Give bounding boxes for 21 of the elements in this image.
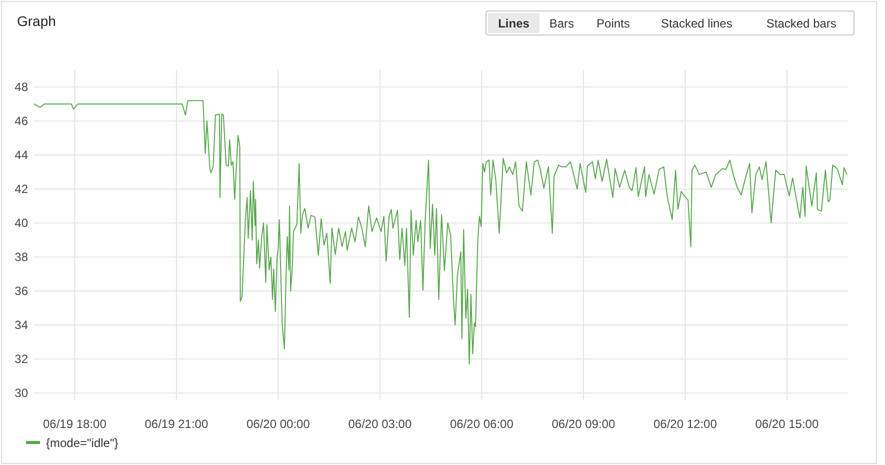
x-tick-label: 06/20 15:00 [755, 417, 819, 431]
y-tick-label: 38 [14, 250, 28, 264]
x-tick-label: 06/20 12:00 [653, 417, 718, 431]
y-tick-label: 40 [14, 216, 28, 230]
x-tick-label: 06/20 00:00 [246, 417, 310, 431]
x-tick-label: 06/19 21:00 [144, 417, 208, 431]
x-tick-label: 06/20 06:00 [450, 417, 514, 431]
chart-title: Graph [17, 13, 56, 29]
x-tick-label: 06/19 18:00 [42, 417, 107, 431]
y-tick-label: 48 [14, 80, 28, 94]
y-tick-label: 32 [14, 352, 28, 366]
legend-label: {mode="idle"} [46, 436, 118, 450]
y-tick-label: 34 [14, 318, 28, 332]
y-tick-label: 46 [14, 114, 28, 128]
y-tick-label: 36 [14, 284, 28, 298]
x-tick-label: 06/20 03:00 [348, 417, 412, 431]
view-mode-buttons: Lines Bars Points Stacked lines Stacked bars [486, 10, 854, 36]
y-tick-label: 30 [14, 386, 28, 400]
y-tick-label: 42 [14, 182, 28, 196]
y-tick-label: 44 [14, 148, 28, 162]
x-tick-label: 06/20 09:00 [552, 417, 616, 431]
